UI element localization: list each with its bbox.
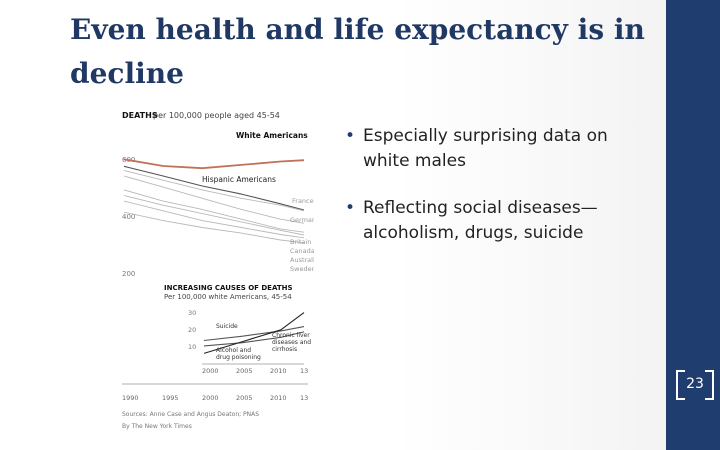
main-x-tick-label: 1990: [122, 394, 139, 402]
series-label-germany: Germany: [290, 216, 314, 224]
inset-x-tick-label: 2005: [236, 367, 253, 375]
page-number-text: 23: [686, 376, 704, 392]
inset-chart: INCREASING CAUSES OF DEATHS Per 100,000 …: [160, 276, 312, 376]
series-label-australia: Australia: [290, 256, 314, 264]
main-x-tick-label: 1995: [162, 394, 179, 402]
series-line-france: [123, 170, 305, 212]
series-line-britain: [123, 189, 305, 233]
bullet-item: • Especially surprising data on white ma…: [337, 124, 637, 174]
series-label-white: White Americans: [236, 131, 308, 140]
bullet-list: • Especially surprising data on white ma…: [337, 124, 637, 268]
main-x-tick-label: 2010: [270, 394, 287, 402]
slide-title: Even health and life expectancy is in de…: [70, 8, 650, 96]
left-bracket-icon: [676, 370, 685, 400]
main-x-tick-label: 2005: [236, 394, 253, 402]
main-x-tick-label: 13: [300, 394, 308, 402]
series-label-france: France: [292, 197, 314, 205]
inset-label-poisoning: Alcohol and: [216, 347, 251, 354]
inset-label-liver: cirrhosis: [272, 346, 297, 353]
side-accent-bar: [666, 0, 720, 450]
main-chart-title: per 100,000 people aged 45-54: [153, 111, 280, 120]
inset-label-liver: diseases and: [272, 339, 311, 346]
main-chart-lines: [123, 158, 305, 244]
right-bracket-icon: [705, 370, 714, 400]
bullet-item: • Reflecting social diseases—alcoholism,…: [337, 196, 637, 246]
series-line-sweden: [123, 211, 305, 244]
inset-label-suicide: Suicide: [216, 323, 238, 330]
series-label-britain: Britain: [290, 238, 311, 246]
page-number: 23: [676, 368, 714, 400]
series-label-hispanic: Hispanic Americans: [202, 175, 276, 184]
bullet-dot-icon: •: [345, 198, 356, 218]
inset-y-tick-label: 30: [188, 309, 196, 317]
series-label-sweden: Sweden: [290, 265, 314, 273]
inset-label-poisoning: drug poisoning: [216, 354, 261, 361]
inset-label-liver: Chronic liver: [272, 332, 310, 339]
series-label-canada: Canada: [290, 247, 314, 255]
main-y-tick-label: 400: [122, 213, 135, 221]
title-line-2: decline: [70, 57, 184, 90]
inset-chart-lines: [203, 312, 305, 354]
inset-subtitle: Per 100,000 white Americans, 45-54: [164, 293, 292, 301]
series-line-australia: [123, 200, 305, 239]
series-line-suicide: [203, 326, 305, 342]
inset-x-tick-label: 2000: [202, 367, 219, 375]
series-line-canada: [123, 195, 305, 236]
credit-note: By The New York Times: [122, 423, 192, 430]
series-line-germany: [123, 175, 305, 224]
deaths-chart: DEATHS per 100,000 people aged 45-54 600…: [122, 111, 314, 430]
main-chart-title-bold: DEATHS: [122, 111, 158, 120]
series-line-chronic-liver-diseases-and-cirrhosis: [203, 331, 305, 347]
inset-title: INCREASING CAUSES OF DEATHS: [164, 284, 293, 292]
source-note: Sources: Anne Case and Angus Deaton; PNA…: [122, 411, 259, 418]
inset-x-tick-label: 13: [300, 367, 308, 375]
series-line-hispanic-americans: [123, 165, 305, 211]
deaths-figure: DEATHS per 100,000 people aged 45-54 600…: [118, 104, 314, 434]
bullet-text: Reflecting social diseases—alcoholism, d…: [363, 198, 598, 243]
inset-y-tick-label: 10: [188, 343, 196, 351]
inset-x-tick-label: 2010: [270, 367, 287, 375]
title-line-1: Even health and life expectancy is in: [70, 13, 645, 46]
main-x-tick-label: 2000: [202, 394, 219, 402]
main-y-tick-label: 200: [122, 270, 135, 278]
inset-y-tick-label: 20: [188, 326, 196, 334]
bullet-dot-icon: •: [345, 126, 356, 146]
bullet-text: Especially surprising data on white male…: [363, 126, 608, 171]
series-line-alcohol-and-drug-poisoning: [203, 312, 305, 354]
series-line-white-americans: [123, 158, 305, 170]
